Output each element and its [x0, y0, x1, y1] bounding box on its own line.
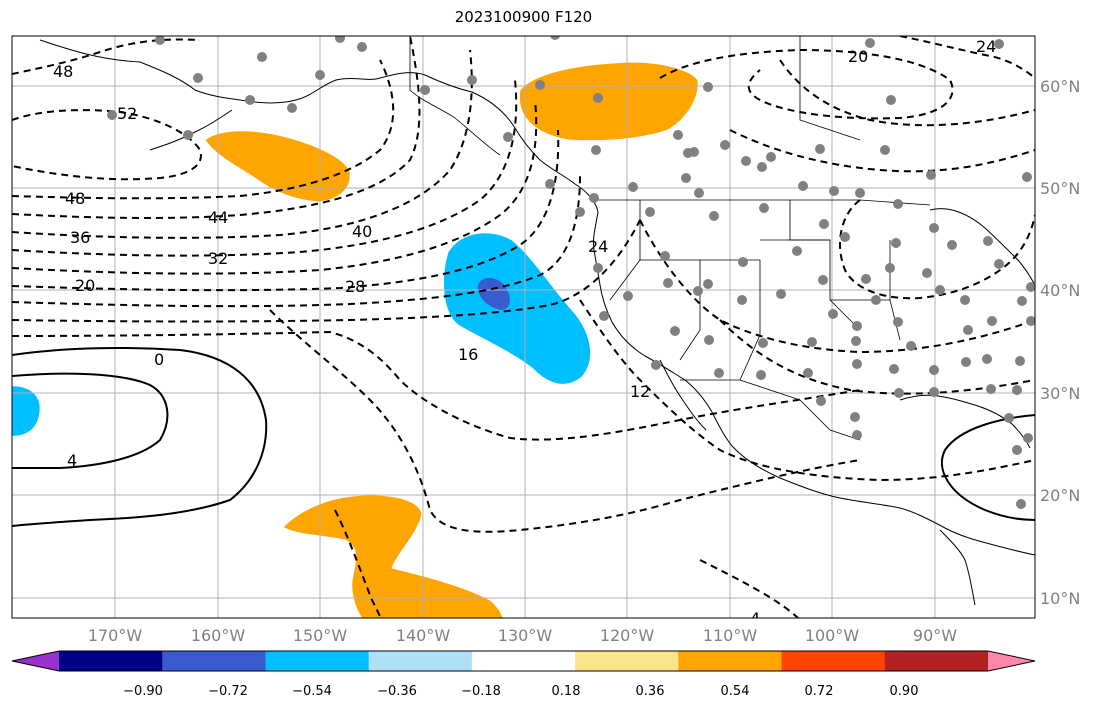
- contour-label: 20: [848, 47, 868, 66]
- contour-label: 48: [65, 189, 85, 208]
- colorbar-tick-label: −0.90: [123, 684, 163, 699]
- contour-label: 40: [352, 222, 372, 241]
- longitude-label: 110°W: [703, 626, 758, 645]
- colorbar-tick-labels: −0.90 −0.72 −0.54 −0.36 −0.18 0.18 0.36 …: [123, 684, 918, 699]
- colorbar-tick-label: 0.54: [721, 684, 750, 699]
- colorbar-extend-high: [988, 651, 1035, 671]
- longitude-label: 150°W: [293, 626, 348, 645]
- longitude-label: 160°W: [191, 626, 246, 645]
- contour-label: 48: [53, 62, 73, 81]
- contour-label: 52: [117, 104, 137, 123]
- latitude-label: 40°N: [1040, 281, 1080, 300]
- contour-label: 20: [75, 276, 95, 295]
- latitude-label: 30°N: [1040, 384, 1080, 403]
- contour-label: 4: [67, 451, 77, 470]
- latitude-label: 10°N: [1040, 589, 1080, 608]
- solid-contours: [12, 346, 1035, 527]
- colorbar-tick-label: 0.90: [890, 684, 919, 699]
- contour-label: 0: [154, 350, 164, 369]
- colorbar-segment: [368, 651, 473, 671]
- colorbar-tick-label: −0.54: [292, 684, 332, 699]
- colorbar-segment: [678, 651, 783, 671]
- latitude-label: 50°N: [1040, 179, 1080, 198]
- colorbar-outline: [11, 650, 1036, 672]
- colorbar-segment: [781, 651, 886, 671]
- contour-label: 24: [588, 237, 608, 256]
- colorbar-tick-label: −0.18: [461, 684, 501, 699]
- contour-label-group: 48 52 48 44 36 32 20 40 28 16 0 4 12 24 …: [53, 37, 996, 628]
- colorbar-tick-label: 0.72: [805, 684, 834, 699]
- latitude-axis: 60°N 50°N 40°N 30°N 20°N 10°N: [1040, 77, 1080, 608]
- longitude-label: 130°W: [498, 626, 553, 645]
- latitude-label: 20°N: [1040, 486, 1080, 505]
- colorbar-segment: [575, 651, 679, 671]
- contour-label: 32: [208, 249, 228, 268]
- map-frame: [11, 35, 1036, 619]
- contour-label: 36: [70, 228, 90, 247]
- station-dots: [107, 36, 1035, 509]
- contour-label: 16: [458, 345, 478, 364]
- cyan-region-west: [12, 385, 41, 437]
- contour-label: 44: [208, 208, 228, 227]
- longitude-label: 90°W: [913, 626, 957, 645]
- contour-label: 24: [976, 37, 996, 56]
- colorbar-tick-label: 0.36: [636, 684, 665, 699]
- blue-core-region: [477, 277, 510, 310]
- longitude-axis: 170°W 160°W 150°W 140°W 130°W 120°W 110°…: [88, 626, 957, 645]
- colorbar-tick-label: −0.36: [377, 684, 417, 699]
- longitude-label: 170°W: [88, 626, 143, 645]
- longitude-label: 120°W: [600, 626, 655, 645]
- colorbar-segment: [59, 651, 163, 671]
- latitude-label: 60°N: [1040, 77, 1080, 96]
- colorbar-segment: [265, 651, 370, 671]
- colorbar-segment: [884, 651, 989, 671]
- longitude-label: 140°W: [396, 626, 451, 645]
- contour-label: 4: [750, 609, 760, 628]
- colorbar-segment: [471, 651, 576, 671]
- contour-lines: [12, 36, 1035, 618]
- contour-label: 28: [345, 277, 365, 296]
- colorbar-segment: [162, 651, 266, 671]
- orange-region-south-pacific: [282, 494, 504, 618]
- colorbar: [11, 650, 1036, 672]
- orange-region-alaska-gulf: [204, 130, 351, 203]
- coastlines: [39, 39, 1035, 606]
- colorbar-tick-label: 0.18: [552, 684, 581, 699]
- longitude-label: 100°W: [805, 626, 860, 645]
- political-borders: [409, 36, 931, 441]
- cyan-region-pacific: [442, 232, 592, 385]
- colorbar-extend-low: [12, 651, 59, 671]
- orange-region-canada: [518, 61, 699, 142]
- colorbar-tick-label: −0.72: [208, 684, 248, 699]
- map-title: 2023100900 F120: [454, 8, 593, 26]
- contour-label: 12: [630, 382, 650, 401]
